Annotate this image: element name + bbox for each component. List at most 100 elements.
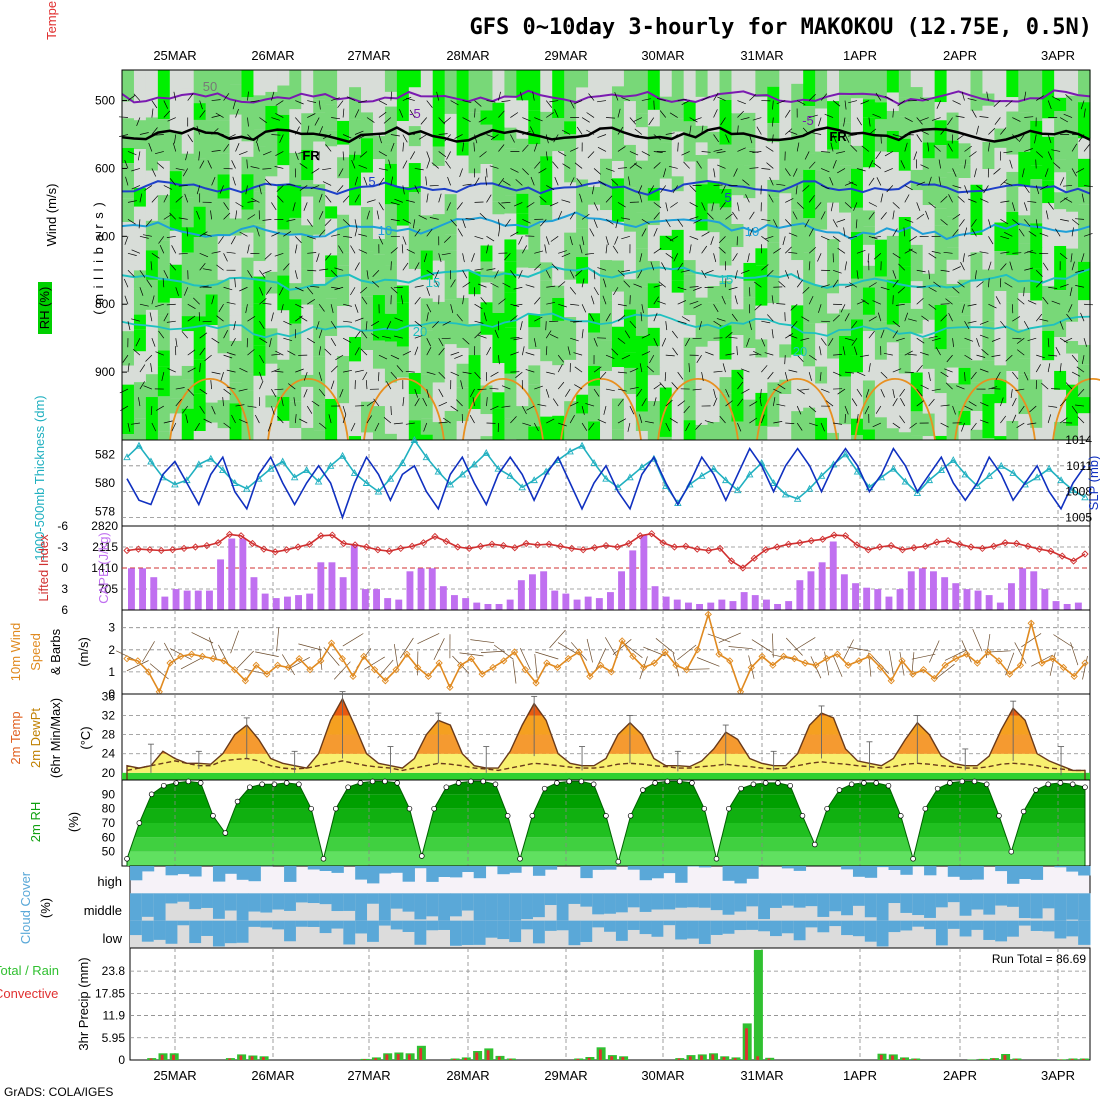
wind-barb <box>226 251 236 254</box>
rh-marker <box>382 778 388 785</box>
wind-barb <box>627 422 631 432</box>
wind-barb <box>935 347 941 356</box>
wind-barb <box>817 253 822 262</box>
wind10-line-marker <box>876 663 885 672</box>
rh-cell <box>468 271 482 295</box>
wind-barb <box>149 312 153 322</box>
wind-barb <box>267 422 272 432</box>
wind-barb <box>306 405 313 414</box>
wind-barb <box>653 296 659 305</box>
rh-cell <box>755 392 768 426</box>
wind-barb <box>186 227 189 237</box>
rh-cell <box>432 284 446 302</box>
wind-barb <box>259 371 263 381</box>
wind-barb <box>964 145 972 152</box>
wind-barb <box>746 338 750 347</box>
wind10-barb <box>534 653 538 678</box>
li-line-marker <box>1001 539 1009 547</box>
rh-cell <box>647 70 661 110</box>
li-line-marker <box>191 543 200 551</box>
isotherm-warm <box>756 378 838 441</box>
rh-cell <box>958 70 972 85</box>
wind-barb <box>629 134 639 136</box>
wind-barb <box>653 162 661 169</box>
wind-barb <box>324 219 332 227</box>
rh-cell <box>277 275 290 311</box>
cape-bar <box>941 577 949 610</box>
wind-barb <box>576 177 583 186</box>
wind-barb <box>350 422 356 432</box>
wind-barb <box>1071 354 1079 363</box>
rh-cell <box>241 390 255 440</box>
rh-cell <box>850 278 864 320</box>
wind-barb <box>442 320 451 326</box>
rh-cell <box>994 251 1007 292</box>
wind-barb <box>484 176 487 186</box>
wind-barb <box>366 199 376 203</box>
wind-barb <box>127 363 130 373</box>
rh-cell <box>122 101 135 119</box>
bottom-date-label: 28MAR <box>446 1068 489 1083</box>
wind-barb <box>1000 235 1010 240</box>
cloud-cell <box>1007 893 1020 907</box>
wind-barb <box>462 253 465 263</box>
wind-barb <box>450 100 459 106</box>
li-line-marker <box>955 540 964 548</box>
wind-barb <box>1028 231 1037 237</box>
top-date-label: 30MAR <box>641 48 684 63</box>
wind-barb <box>1029 405 1037 413</box>
cloud-cell <box>841 920 854 936</box>
wind-barb <box>1023 321 1030 330</box>
upper-ylabel-mb: ( m i l l i b a r s ) <box>91 201 106 314</box>
cape-bar <box>128 568 135 610</box>
rh-marker <box>357 780 364 786</box>
rh-cell <box>277 85 290 115</box>
wind-barb <box>639 253 643 263</box>
rh-cell <box>958 302 972 316</box>
wind-barb <box>573 320 583 323</box>
wind-barb <box>692 388 702 391</box>
thickness-line-marker <box>242 484 251 492</box>
rh-cell <box>337 144 350 158</box>
rh-cell <box>157 119 171 161</box>
rh-cell <box>528 166 541 219</box>
wind-barb <box>737 398 744 407</box>
wind-barb <box>474 303 483 310</box>
rh-cell <box>970 133 984 185</box>
wind-barb <box>784 109 791 118</box>
rh-cell <box>241 350 255 374</box>
thickness-line-marker <box>901 477 910 485</box>
wind-barb <box>952 338 954 348</box>
wind-barb <box>454 134 463 139</box>
wind-barb <box>426 151 431 161</box>
rh-cell <box>301 70 314 114</box>
cloud-cell <box>248 866 261 882</box>
rh-band <box>127 851 1085 866</box>
wind-barb <box>247 134 255 141</box>
wind-barb <box>343 303 352 307</box>
precip-conv-bar <box>879 1054 883 1060</box>
cloud-cell-bg <box>1018 920 1032 948</box>
wind10-barb <box>142 641 155 663</box>
wind-barb <box>864 405 870 415</box>
wind-barb <box>752 151 762 153</box>
rh-marker <box>554 780 560 786</box>
wind-barb <box>1055 347 1061 356</box>
rh-cell <box>181 70 195 89</box>
cloud-cell <box>639 866 652 881</box>
wind-barb <box>683 405 690 414</box>
rh-cell <box>791 209 804 261</box>
rh-cell <box>301 427 314 440</box>
rh-cell <box>516 193 529 214</box>
rh-cell <box>767 70 780 87</box>
rh-cell <box>277 229 290 276</box>
wind-barb <box>131 318 141 322</box>
wind-barb <box>393 422 403 425</box>
wind-barb <box>187 315 196 322</box>
bottom-date-label: 29MAR <box>544 1068 587 1083</box>
wind-barb <box>562 129 571 135</box>
wind-barb <box>573 100 583 105</box>
wind-barb <box>689 125 692 135</box>
wind-barb <box>767 314 774 322</box>
rh-cell <box>122 331 135 366</box>
